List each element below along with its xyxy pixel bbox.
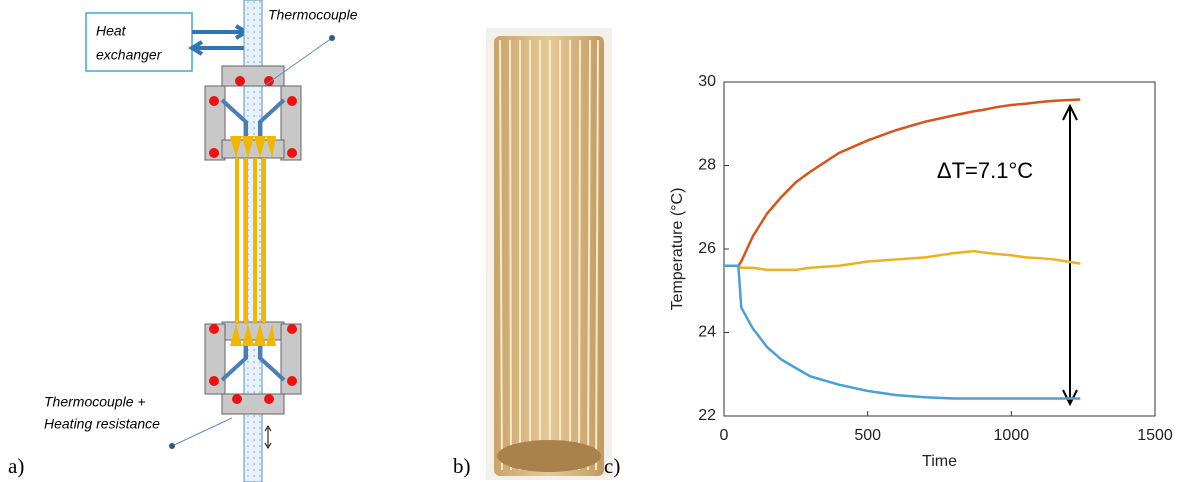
panel-label: a)	[8, 454, 24, 478]
heat-exchanger-box	[85, 12, 193, 72]
panel-label: b)	[453, 454, 471, 478]
plot-frame	[723, 81, 1156, 417]
annotation: ΔT=7.1°C	[937, 158, 1033, 183]
y-tick-label: 28	[698, 157, 716, 174]
base	[497, 440, 601, 472]
flow-arrows	[188, 24, 250, 56]
data-line	[724, 249, 1081, 272]
x-tick-label: 1000	[994, 427, 1030, 444]
seal	[209, 76, 297, 404]
x-tick-label: 0	[720, 427, 729, 444]
y-tick-label: 24	[698, 324, 716, 341]
panel-label: c)	[604, 454, 620, 478]
x-axis-label: Time	[922, 453, 957, 470]
thermocouple-label: Heating resistance	[44, 416, 160, 432]
move-arrow	[264, 425, 272, 449]
diagram: Heat exchanger Thermocouple Thermocouple…	[8, 0, 358, 482]
y-tick-label: 22	[698, 407, 716, 424]
y-tick-label: 30	[698, 73, 716, 90]
y-tick-label: 26	[698, 240, 716, 257]
x-tick-label: 1500	[1137, 427, 1173, 444]
leader-line	[171, 37, 333, 447]
thermocouple-label: Thermocouple +	[44, 394, 146, 410]
cone	[220, 98, 286, 382]
chart: c) 0 500 1000 1500 22 24 26 28 30 Time Temperature…	[604, 73, 1173, 478]
heat-exchanger-label: exchanger	[96, 47, 163, 63]
delta-arrow	[1062, 103, 1078, 407]
photo: b)	[453, 28, 612, 480]
housing	[204, 65, 302, 415]
thermocouple-label: Thermocouple	[268, 7, 358, 23]
leader-dot	[329, 35, 335, 41]
fiber-lines	[499, 39, 599, 471]
heat-exchanger-label: Heat	[96, 23, 127, 39]
y-axis-label: Temperature (°C)	[669, 188, 686, 311]
data-line	[724, 264, 1081, 400]
leader-dot	[169, 443, 175, 449]
fibers	[230, 136, 276, 346]
x-tick-label: 500	[854, 427, 881, 444]
data-line	[724, 98, 1081, 267]
